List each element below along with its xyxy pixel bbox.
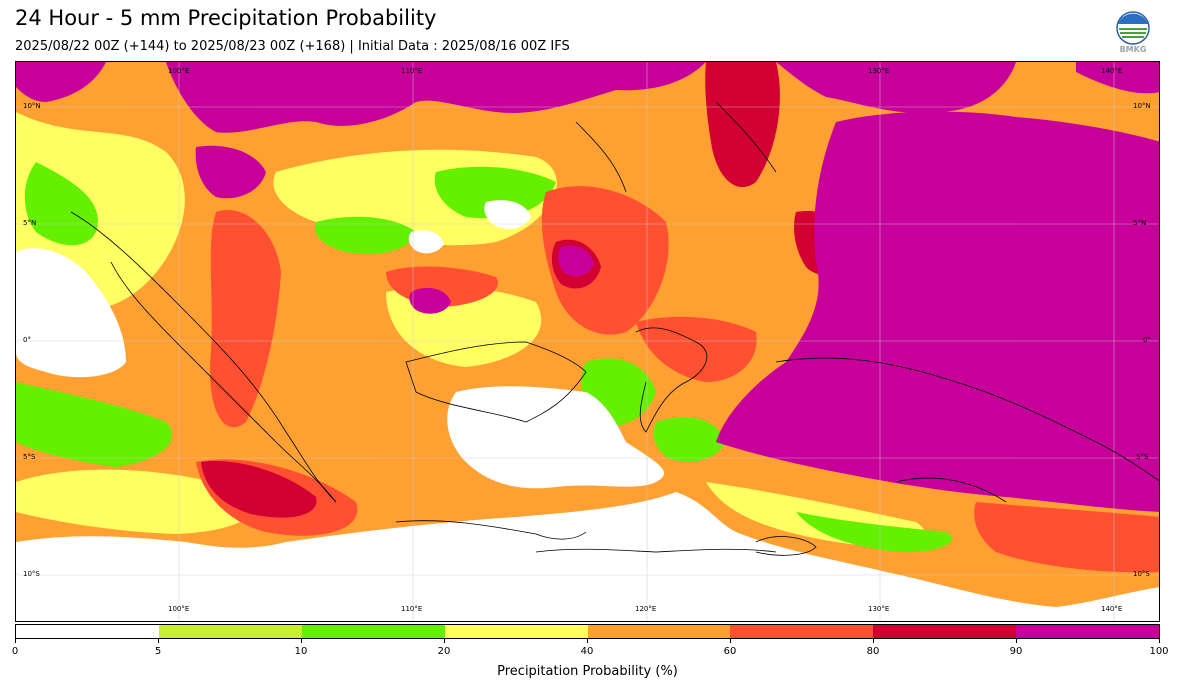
colorbar-segment	[587, 625, 731, 638]
lon-label-bottom: 130°E	[868, 605, 890, 613]
lat-label-right: 10°S	[1133, 570, 1150, 578]
colorbar-tick-label: 90	[1009, 646, 1023, 657]
region-90-100	[16, 62, 1159, 512]
bmkg-logo: BMKG	[1115, 11, 1151, 57]
graticule	[16, 62, 1159, 621]
lat-label-left: 5°S	[23, 453, 36, 461]
region-20-40	[16, 112, 925, 546]
lon-label-top: 100°E	[168, 67, 190, 75]
colorbar-segment	[1016, 625, 1159, 638]
coastlines	[70, 101, 1159, 556]
chart-title: 24 Hour - 5 mm Precipitation Probability	[15, 6, 437, 30]
lon-label-bottom: 100°E	[168, 605, 190, 613]
lon-label-top: 130°E	[868, 67, 890, 75]
colorbar	[15, 624, 1160, 639]
colorbar-segment	[158, 625, 302, 638]
lat-label-right: 5°S	[1136, 453, 1149, 461]
precipitation-map: 100°E 110°E 130°E 140°E 100°E 110°E 120°…	[15, 61, 1160, 622]
colorbar-tick-label: 100	[1149, 646, 1169, 657]
lat-label-left: 10°N	[23, 102, 41, 110]
colorbar-segment	[444, 625, 588, 638]
colorbar-tick-label: 40	[580, 646, 594, 657]
lon-label-bottom: 140°E	[1101, 605, 1123, 613]
lat-label-left: 10°S	[23, 570, 40, 578]
region-80-90	[201, 62, 861, 518]
lon-label-bottom: 110°E	[401, 605, 423, 613]
colorbar-tick-label: 60	[723, 646, 737, 657]
colorbar-tick-label: 10	[294, 646, 308, 657]
map-canvas	[16, 62, 1159, 621]
colorbar-segment	[16, 625, 159, 638]
colorbar-tick-label: 80	[866, 646, 880, 657]
logo-text: BMKG	[1119, 45, 1147, 54]
colorbar-ticks: 0 5 10 20 40 60 80 90 100	[11, 639, 1169, 669]
lat-label-right: 10°N	[1133, 102, 1151, 110]
region-0-5	[16, 200, 1159, 621]
colorbar-tick-label: 5	[154, 646, 162, 657]
lon-label-bottom: 120°E	[635, 605, 657, 613]
logo-emblem-icon	[1116, 11, 1150, 45]
colorbar-segment	[730, 625, 874, 638]
lat-label-right: 5°N	[1133, 219, 1147, 227]
lon-label-top: 140°E	[1101, 67, 1123, 75]
colorbar-segment	[873, 625, 1017, 638]
colorbar-tick-label: 0	[11, 646, 19, 657]
lat-label-left: 0°	[23, 336, 31, 344]
region-60-80	[196, 186, 1159, 573]
lat-label-right: 0°	[1143, 336, 1151, 344]
lat-label-left: 5°N	[23, 219, 37, 227]
colorbar-title: Precipitation Probability (%)	[497, 664, 678, 679]
colorbar-tick-label: 20	[437, 646, 451, 657]
lon-label-top: 110°E	[401, 67, 423, 75]
colorbar-segment	[301, 625, 445, 638]
chart-subtitle: 2025/08/22 00Z (+144) to 2025/08/23 00Z …	[15, 39, 570, 54]
